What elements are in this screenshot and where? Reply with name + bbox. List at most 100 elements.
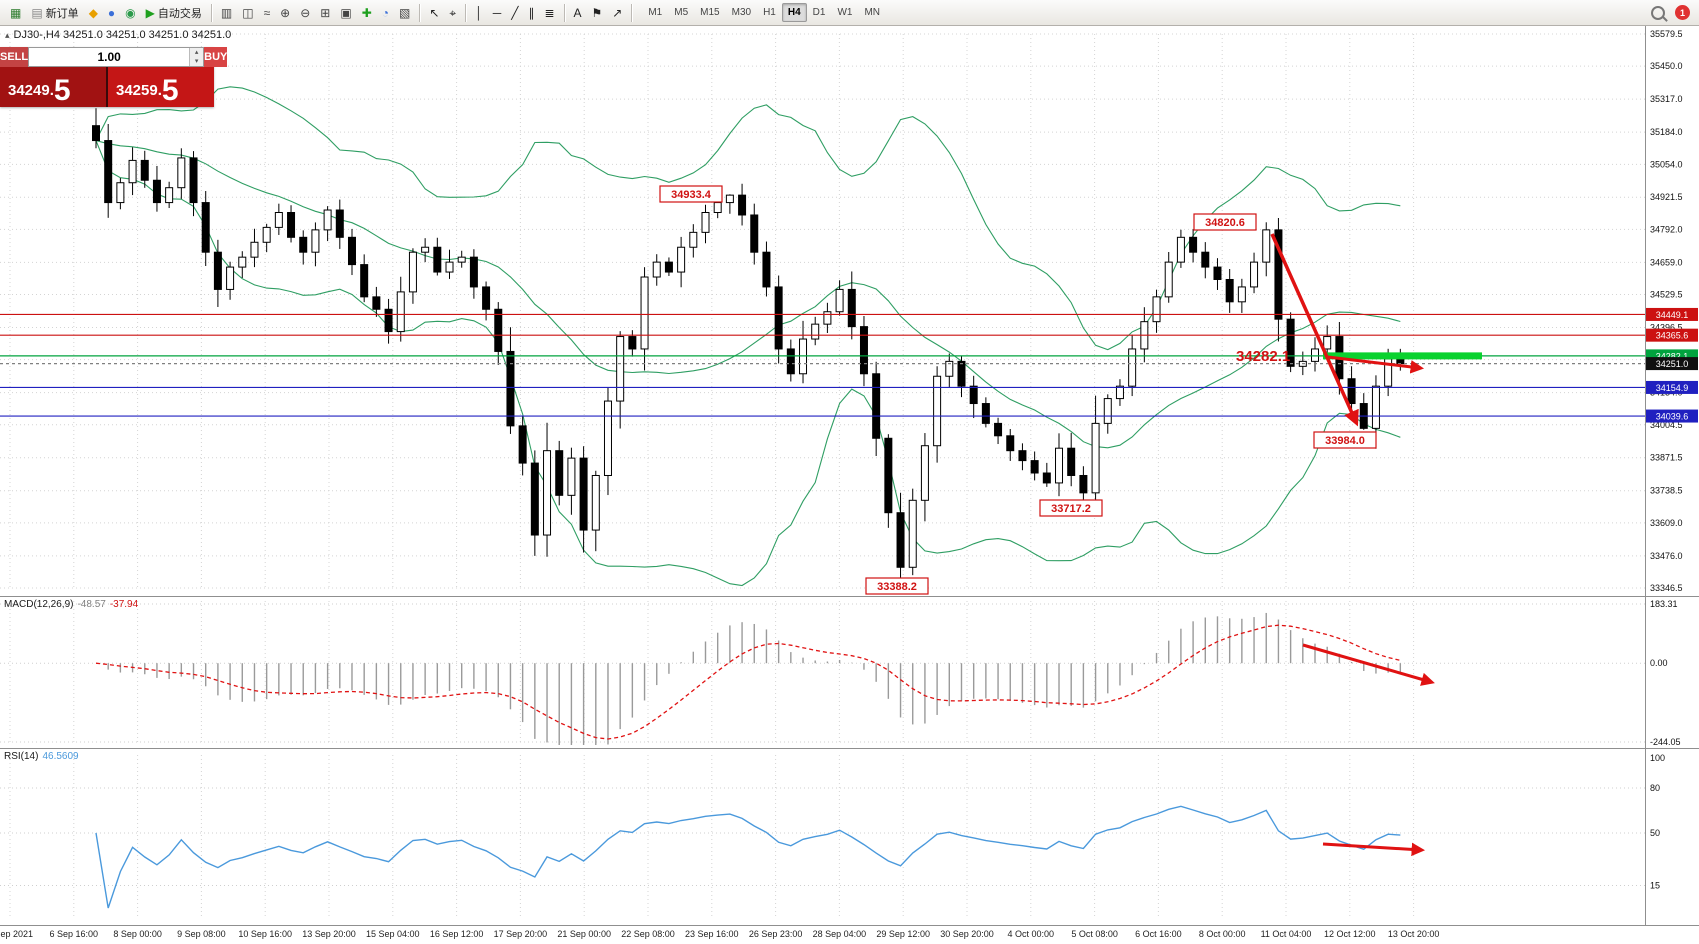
text-icon[interactable]: A [570, 2, 586, 24]
trend-arrow[interactable] [1327, 355, 1425, 374]
sell-button[interactable]: SELL [0, 47, 29, 67]
chart-ohlc-header: ▴ DJ30-,H4 34251.0 34251.0 34251.0 34251… [5, 29, 231, 41]
candle [104, 140, 113, 204]
fibonacci-icon: ≣ [544, 5, 555, 20]
community-icon[interactable]: ◉ [121, 2, 139, 24]
annotation-box[interactable] [1193, 213, 1257, 231]
timeframe-button-M5[interactable]: M5 [674, 7, 689, 18]
price-axis-label: 35317.0 [1650, 94, 1683, 104]
volume-input[interactable] [29, 48, 190, 66]
trend-arrow[interactable] [1302, 643, 1435, 686]
candle [347, 236, 356, 266]
search-icon[interactable] [1651, 5, 1668, 22]
volume-field: ▴ ▾ [28, 47, 205, 67]
price-tag [1646, 357, 1698, 371]
one-click-panel-toggle[interactable]: ▴ [5, 29, 10, 40]
candle [287, 212, 296, 238]
horizontal-line-icon[interactable]: ─ [489, 2, 506, 24]
buy-button[interactable]: BUY [204, 47, 228, 67]
cursor-icon[interactable]: ↖ [425, 2, 443, 24]
trendline-icon[interactable]: ╱ [507, 2, 522, 24]
bar-chart-icon[interactable]: ▥ [217, 2, 236, 24]
annotation-box[interactable] [1039, 499, 1103, 517]
candle [213, 251, 222, 290]
time-label: 8 Oct 00:00 [1198, 929, 1246, 939]
price-chart[interactable]: 34933.4 34820.6 34282.1 33984.0 33717.2 33388… [0, 26, 1699, 596]
buy-price[interactable]: 34259. 5 [108, 67, 214, 107]
volume-increase-button[interactable]: ▴ [190, 48, 204, 57]
metaeditor-icon[interactable]: ◆ [85, 2, 102, 24]
notification-badge[interactable]: 1 [1675, 5, 1690, 20]
arrows-icon[interactable]: ↗ [608, 2, 626, 24]
trend-arrow[interactable] [1322, 842, 1426, 857]
annotation-box[interactable] [659, 185, 723, 203]
chart-settings-icon[interactable]: ▧ [395, 2, 414, 24]
timeframe-button-D1[interactable]: D1 [812, 7, 826, 18]
macd-indicator-label: MACD(12,26,9) -48.57 -37.94 [4, 599, 138, 610]
candle [1347, 378, 1356, 405]
candle [859, 326, 868, 375]
add-indicator-icon: ✚ [361, 5, 372, 20]
annotation-text: 33717.2 [1051, 503, 1091, 515]
candle [1323, 336, 1332, 350]
candle [896, 512, 905, 568]
toolbar-separator [631, 3, 633, 22]
timeframe-button-H4[interactable]: H4 [781, 3, 807, 22]
timeframe-button-MN[interactable]: MN [864, 7, 881, 18]
tile-windows-icon[interactable]: ⊞ [316, 2, 334, 24]
candle [689, 231, 698, 248]
sell-price[interactable]: 34249. 5 [0, 67, 106, 107]
timeframe-button-W1[interactable]: W1 [837, 7, 853, 18]
candle [847, 288, 856, 328]
crosshair-icon[interactable]: ⌖ [445, 2, 460, 24]
line-chart-icon[interactable]: ≈ [260, 2, 275, 24]
macd-panel[interactable]: 183.31 0.00 -244.05 [0, 597, 1699, 748]
vertical-line-icon: │ [475, 5, 483, 20]
candle [360, 264, 369, 298]
new-chart-icon[interactable]: ▦ [6, 2, 25, 24]
candle [738, 194, 747, 216]
volume-decrease-button[interactable]: ▾ [190, 57, 204, 66]
buy-price-main: 34259. [116, 82, 162, 99]
zoom-out-icon[interactable]: ⊖ [296, 2, 314, 24]
candle [750, 214, 759, 253]
annotation-box[interactable] [865, 577, 929, 595]
candle [518, 425, 527, 464]
panel-separator[interactable] [0, 925, 1699, 926]
time-label: 26 Sep 23:00 [748, 929, 803, 939]
text-icon: A [573, 5, 582, 20]
new-order-button[interactable]: ▤ 新订单 [27, 2, 82, 24]
time-label: 15 Sep 04:00 [366, 929, 420, 939]
panel-separator[interactable] [0, 596, 1699, 597]
trend-arrow[interactable] [1270, 233, 1359, 427]
timeframe-button-M15[interactable]: M15 [700, 7, 720, 18]
vertical-line-icon[interactable]: │ [471, 2, 487, 24]
support-highlight-band[interactable] [1323, 352, 1482, 360]
timeframe-button-H1[interactable]: H1 [763, 7, 776, 18]
timeframe-button-M1[interactable]: M1 [648, 7, 663, 18]
time-label: 10 Sep 16:00 [238, 929, 292, 939]
fibonacci-icon[interactable]: ≣ [540, 2, 558, 24]
auto-arrange-icon[interactable]: ▣ [336, 2, 355, 24]
annotation-box[interactable] [1313, 431, 1377, 449]
new-order-button-label: 新订单 [45, 7, 79, 20]
panel-separator[interactable] [0, 748, 1699, 749]
candle [226, 266, 235, 290]
autotrading-button[interactable]: ▶ 自动交易 [142, 2, 206, 24]
macd-histogram [107, 612, 1402, 745]
price-axis-label: 35579.5 [1650, 29, 1683, 39]
label-icon[interactable]: ⚑ [588, 2, 607, 24]
rsi-panel[interactable]: 100 80 50 15 [0, 749, 1699, 925]
candle [1030, 460, 1039, 474]
market-icon[interactable]: ● [104, 2, 119, 24]
timeframe-button-M30[interactable]: M30 [731, 7, 752, 18]
candlestick-chart-icon[interactable]: ◫ [238, 2, 257, 24]
rsi-axis-label: 50 [1650, 828, 1660, 838]
toolbar-buttons: ▦ ▤ 新订单 ◆ ● ◉ ▶ 自动交易 ▥ ◫ ≈ ⊕ ⊖ ⊞ ▣ ✚ ◔ ▧ ↖ ⌖ │ ─ ╱ ∥ ≣ A ⚑ ↗ M1 M5 M15… [5, 0, 886, 25]
macd-signal-line [95, 624, 1401, 740]
periods-icon[interactable]: ◔ [378, 2, 393, 24]
channel-icon[interactable]: ∥ [524, 2, 538, 24]
label-icon: ⚑ [591, 5, 603, 20]
zoom-in-icon[interactable]: ⊕ [276, 2, 294, 24]
add-indicator-icon[interactable]: ✚ [358, 2, 376, 24]
